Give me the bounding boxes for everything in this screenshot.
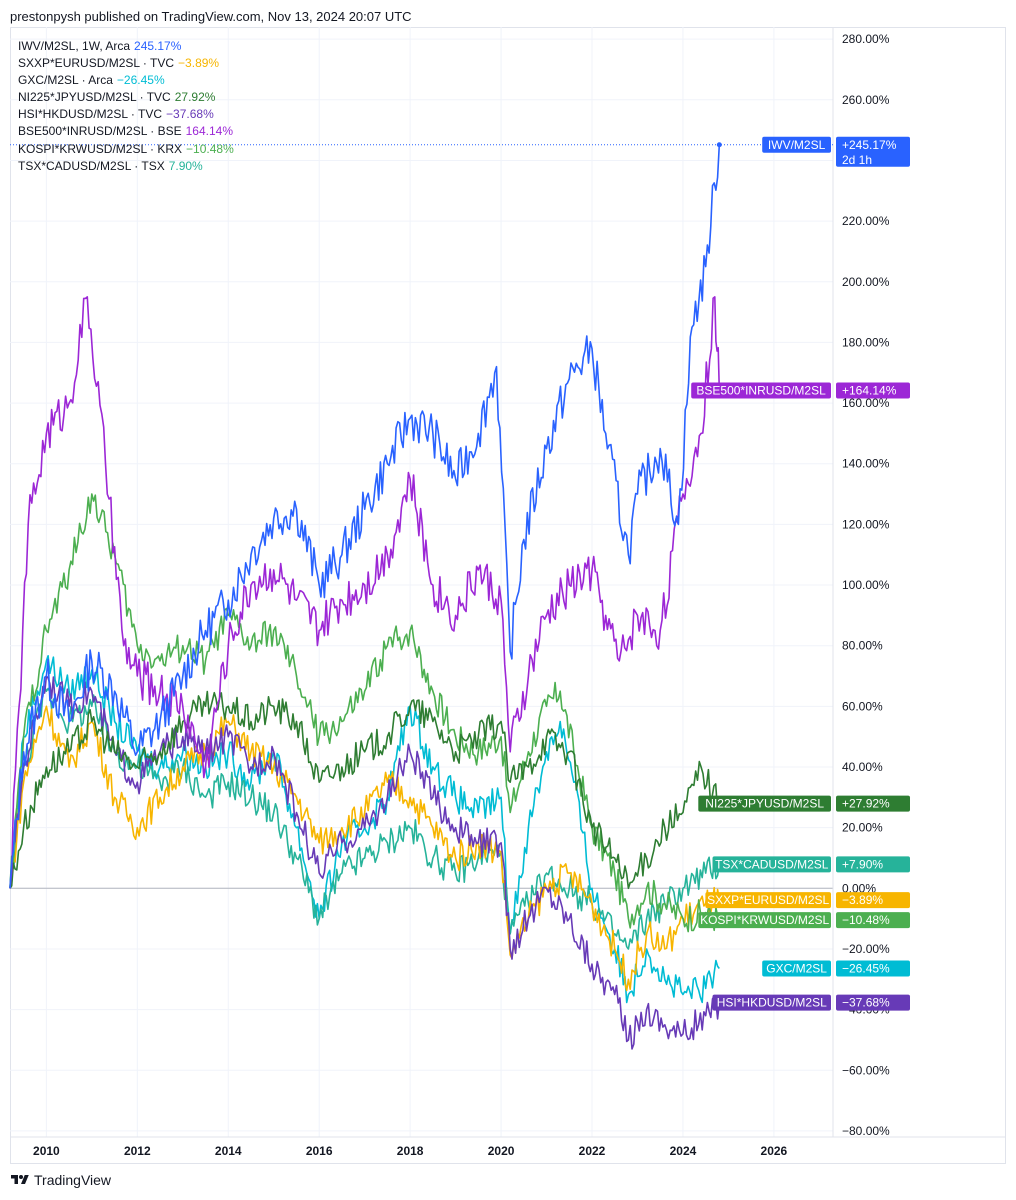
series-name-tag: KOSPI*KRWUSD/M2SL <box>700 913 829 927</box>
legend-row[interactable]: HSI*HKDUSD/M2SL · TVC −37.68% <box>18 106 234 123</box>
chart-frame <box>10 27 1006 1164</box>
series-name-tag-bg <box>712 994 831 1011</box>
legend-series-value: 27.92% <box>174 90 216 105</box>
legend-row[interactable]: GXC/M2SL · Arca −26.45% <box>18 72 234 89</box>
series-name-tag: NI225*JPYUSD/M2SL <box>705 797 824 811</box>
series-name-tag-bg <box>705 892 831 909</box>
y-tick-label: −80.00% <box>842 1124 890 1138</box>
series-name-tag: SXXP*EURUSD/M2SL <box>707 893 829 907</box>
series-value-tag-bg <box>836 856 910 873</box>
series-value-tag: −3.89% <box>842 893 883 907</box>
series-value-tag: +27.92% <box>842 797 890 811</box>
legend-row[interactable]: KOSPI*KRWUSD/M2SL · KRX −10.48% <box>18 141 234 158</box>
x-tick-label: 2026 <box>761 1144 788 1158</box>
series-value-tag-bg <box>836 382 910 399</box>
legend-row[interactable]: TSX*CADUSD/M2SL · TSX 7.90% <box>18 158 234 175</box>
series-value-tag: +164.14% <box>842 384 897 398</box>
bar-countdown-label: 2d 1h <box>842 153 872 167</box>
y-tick-label: 40.00% <box>842 760 883 774</box>
series-value-tag: −10.48% <box>842 913 890 927</box>
footer-brand[interactable]: TradingView <box>10 1172 111 1188</box>
series-value-tag-bg <box>836 892 910 909</box>
legend-series-name: NI225*JPYUSD/M2SL · TVC <box>18 90 171 105</box>
main-last-point <box>716 142 722 148</box>
chart-legend: IWV/M2SL, 1W, Arca 245.17% SXXP*EURUSD/M2S… <box>18 38 234 175</box>
series-value-tag: −37.68% <box>842 996 890 1010</box>
y-tick-label: 180.00% <box>842 335 890 349</box>
x-tick-label: 2022 <box>579 1144 606 1158</box>
series-line-hsi-hkdusd-m2sl[interactable] <box>9 675 721 1050</box>
x-tick-label: 2016 <box>306 1144 333 1158</box>
series-name-tag-bg <box>762 136 831 153</box>
series-value-tag-bg <box>836 136 910 167</box>
legend-series-name: HSI*HKDUSD/M2SL · TVC <box>18 107 163 122</box>
legend-series-value: −26.45% <box>116 73 165 88</box>
series-value-tag-bg <box>836 912 910 929</box>
legend-series-value: 245.17% <box>134 39 182 53</box>
series-value-tag: −26.45% <box>842 962 890 976</box>
series-value-tag-bg <box>836 960 910 977</box>
x-tick-label: 2024 <box>670 1144 697 1158</box>
series-name-tag-bg <box>698 795 831 812</box>
series-name-tag-bg <box>698 912 831 929</box>
legend-row[interactable]: BSE500*INRUSD/M2SL · BSE 164.14% <box>18 123 234 140</box>
legend-series-name: SXXP*EURUSD/M2SL · TVC <box>18 56 175 71</box>
series-line-gxc-m2sl[interactable] <box>9 655 720 1004</box>
y-tick-label: 280.00% <box>842 32 890 46</box>
legend-series-name: IWV/M2SL, 1W, Arca <box>18 39 131 53</box>
series-value-tag: +7.90% <box>842 857 883 871</box>
series-name-tag: BSE500*INRUSD/M2SL <box>696 384 826 398</box>
legend-series-value: 164.14% <box>185 124 233 139</box>
y-tick-label: 120.00% <box>842 517 890 531</box>
y-tick-label: −20.00% <box>842 942 890 956</box>
y-tick-label: 160.00% <box>842 396 890 410</box>
y-tick-label: 140.00% <box>842 457 890 471</box>
series-name-tag: HSI*HKDUSD/M2SL <box>717 996 827 1010</box>
y-tick-label: 0.00% <box>842 881 876 895</box>
y-tick-label: 260.00% <box>842 93 890 107</box>
series-line-bse500-inrusd-m2sl[interactable] <box>9 296 721 889</box>
legend-row[interactable]: NI225*JPYUSD/M2SL · TVC 27.92% <box>18 89 234 106</box>
legend-series-value: 7.90% <box>168 158 203 173</box>
publisher-header: prestonpysh published on TradingView.com… <box>10 9 412 24</box>
x-tick-label: 2020 <box>488 1144 515 1158</box>
footer-brand-label: TradingView <box>34 1172 112 1188</box>
legend-row[interactable]: SXXP*EURUSD/M2SL · TVC −3.89% <box>18 55 234 72</box>
series-line-ni225-jpyusd-m2sl[interactable] <box>9 690 721 890</box>
series-name-tag: GXC/M2SL <box>766 962 827 976</box>
x-tick-label: 2010 <box>33 1144 60 1158</box>
legend-series-name: KOSPI*KRWUSD/M2SL · KRX <box>18 141 183 156</box>
legend-series-value: −37.68% <box>166 107 214 122</box>
series-line-iwv-m2sl[interactable] <box>9 144 721 889</box>
y-tick-label: 80.00% <box>842 639 883 653</box>
series-value-tag-bg <box>836 795 910 812</box>
series-line-tsx-cadusd-m2sl[interactable] <box>9 685 721 950</box>
series-name-tag: TSX*CADUSD/M2SL <box>715 857 829 871</box>
legend-series-value: −3.89% <box>178 56 220 71</box>
series-line-kospi-krwusd-m2sl[interactable] <box>9 493 721 933</box>
tradingview-logo-icon <box>11 1175 29 1184</box>
y-tick-label: −60.00% <box>842 1063 890 1077</box>
y-tick-label: 200.00% <box>842 275 890 289</box>
y-tick-label: 60.00% <box>842 699 883 713</box>
legend-series-value: −10.48% <box>186 141 234 156</box>
y-tick-label: 220.00% <box>842 214 890 228</box>
y-tick-label: 100.00% <box>842 578 890 592</box>
series-name-tag: IWV/M2SL <box>768 138 826 152</box>
x-tick-label: 2014 <box>215 1144 242 1158</box>
y-tick-label: 20.00% <box>842 821 883 835</box>
series-name-tag-bg <box>712 856 831 873</box>
legend-series-name: TSX*CADUSD/M2SL · TSX <box>18 158 165 173</box>
x-tick-label: 2012 <box>124 1144 151 1158</box>
legend-series-name: BSE500*INRUSD/M2SL · BSE <box>18 124 182 139</box>
series-name-tag-bg <box>691 382 831 399</box>
x-tick-label: 2018 <box>397 1144 424 1158</box>
series-name-tag-bg <box>762 960 831 977</box>
series-value-tag-bg <box>836 994 910 1011</box>
legend-row[interactable]: IWV/M2SL, 1W, Arca 245.17% <box>18 38 234 55</box>
series-value-tag: +245.17% <box>842 138 897 152</box>
legend-series-name: GXC/M2SL · Arca <box>18 73 113 88</box>
